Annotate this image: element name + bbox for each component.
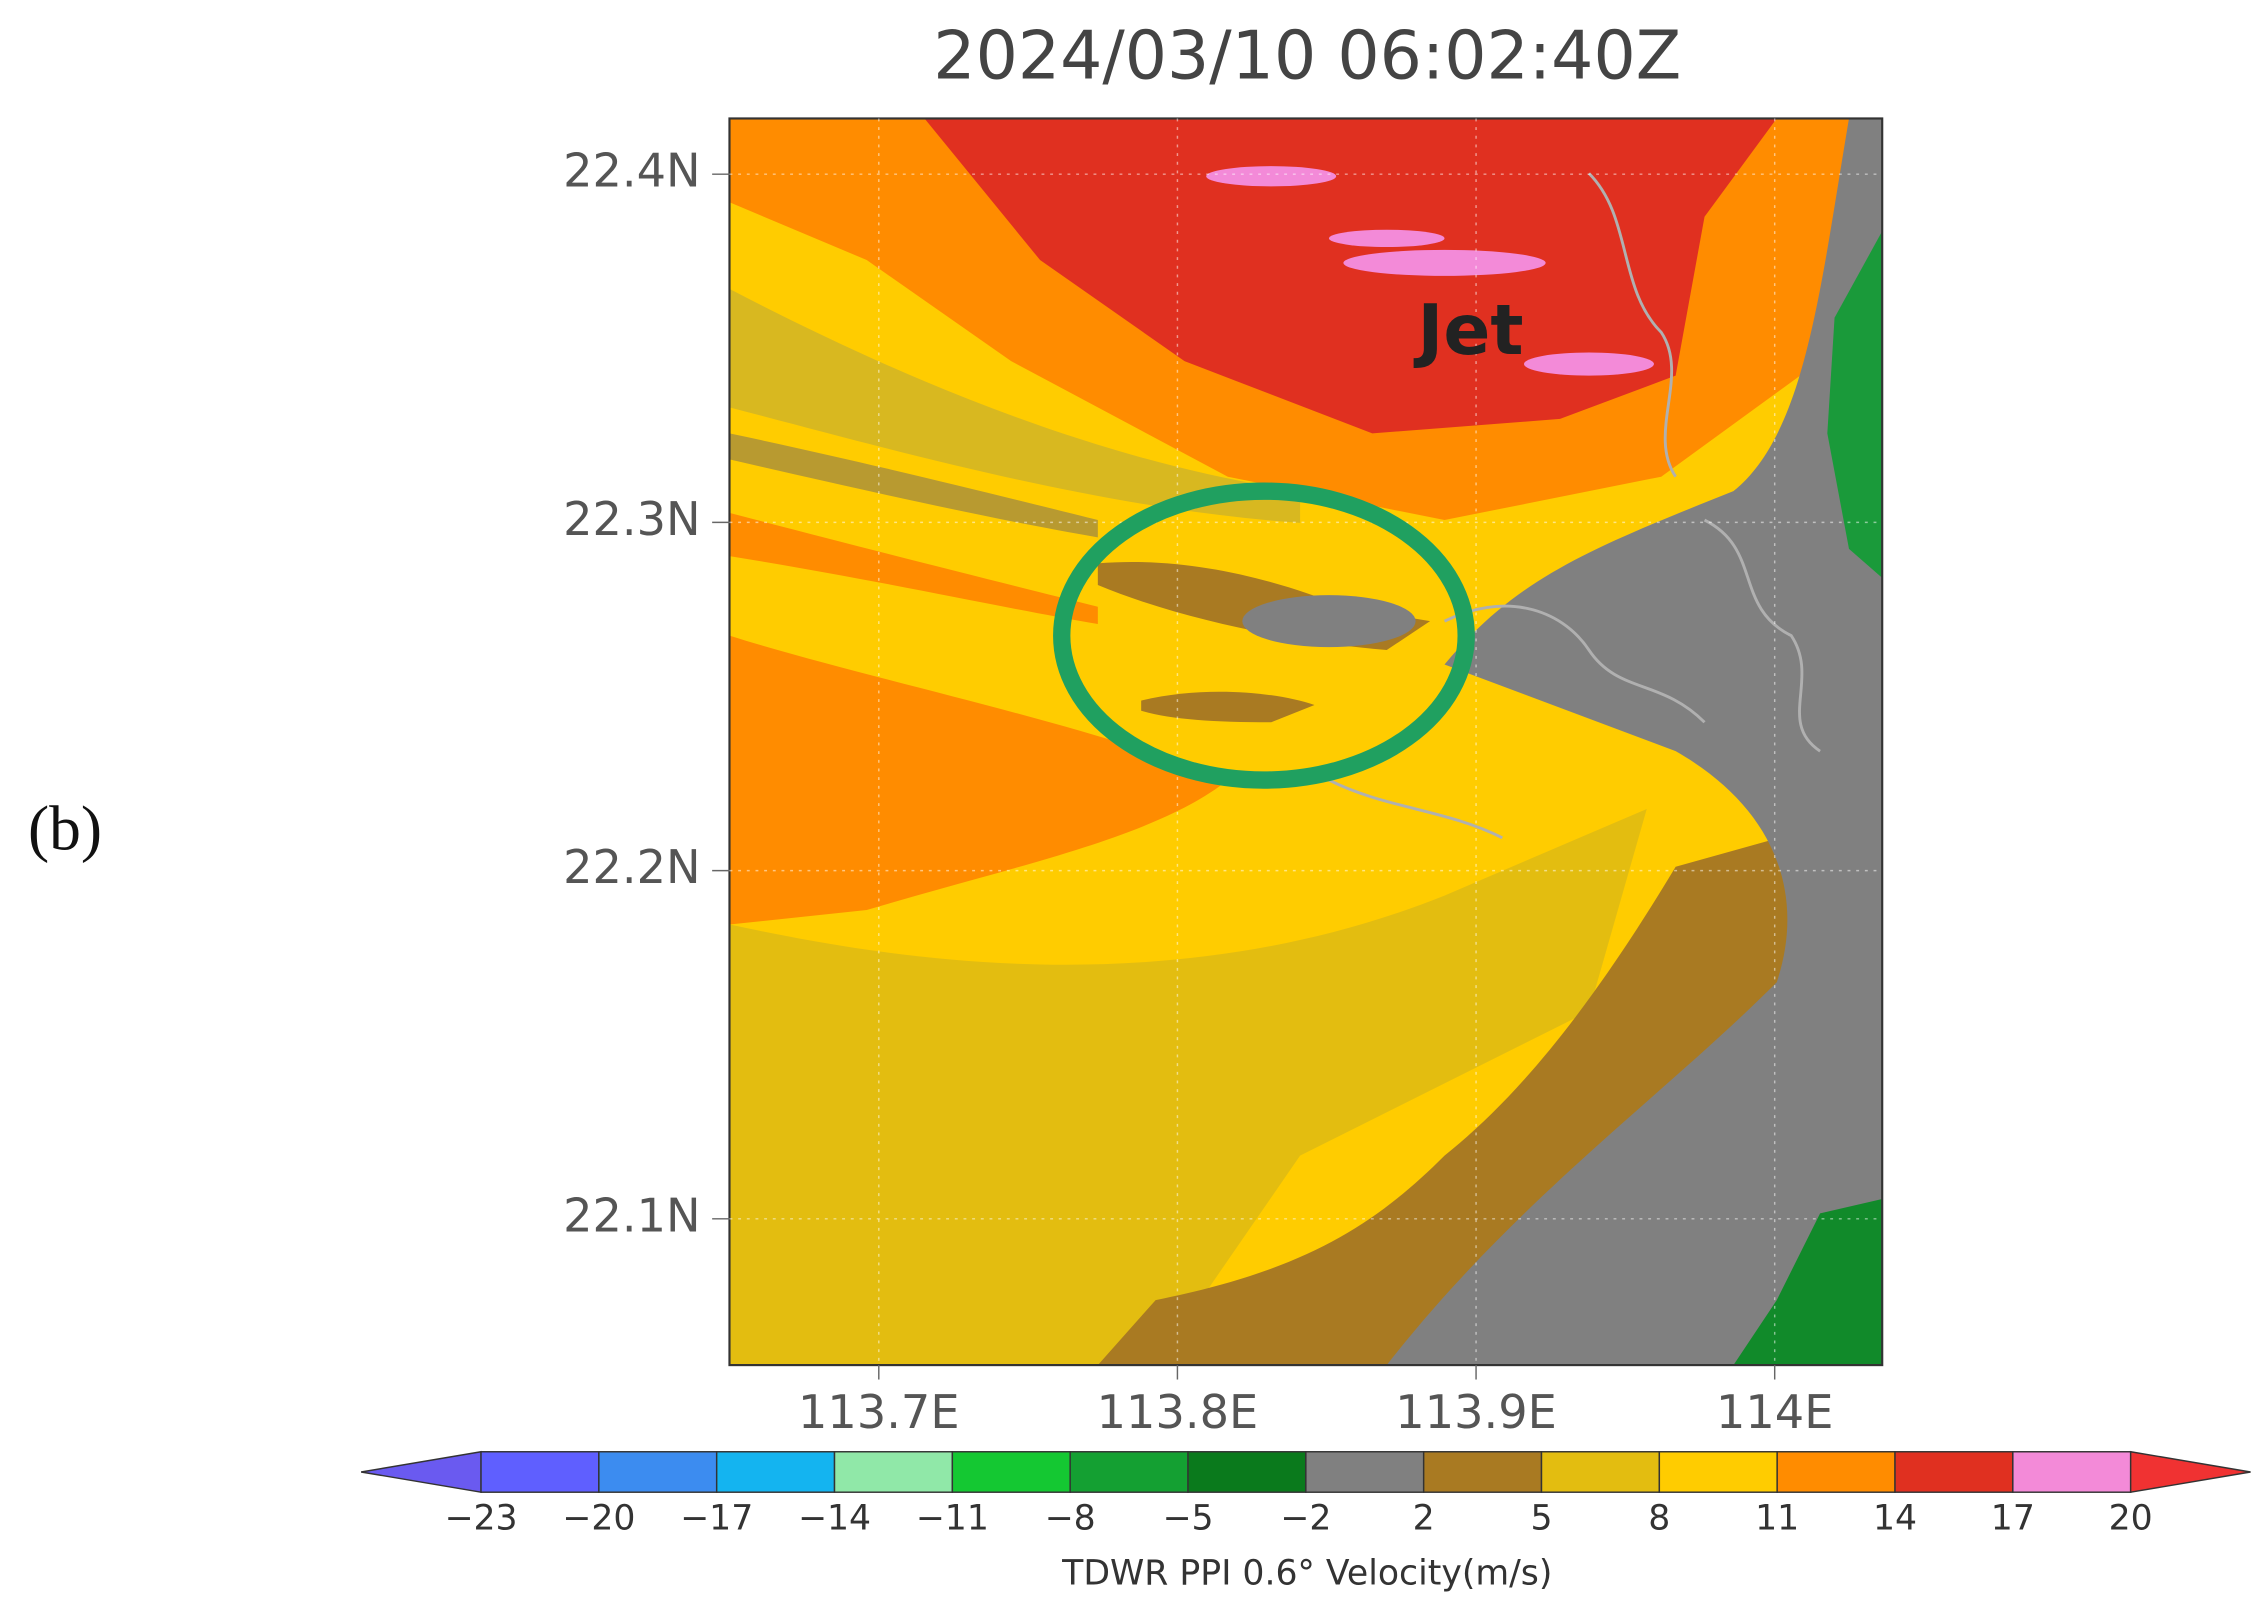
y-tick-label: 22.2N	[563, 840, 700, 894]
colorbar-box	[480, 1451, 600, 1493]
colorbar-box	[1422, 1451, 1543, 1493]
colorbar-tick-label: −11	[916, 1499, 989, 1539]
x-tick-label: 113.8E	[1097, 1385, 1259, 1439]
colorbar-tick-label: 14	[1873, 1499, 1917, 1539]
title: 2024/03/10 06:02:40Z	[933, 17, 1681, 95]
colorbar-tick-label: −17	[680, 1499, 753, 1539]
colorbar-box	[1069, 1451, 1189, 1493]
highlight-ellipse	[1053, 482, 1475, 789]
colorbar-box	[715, 1451, 836, 1493]
colorbar-tick-label: 20	[2109, 1499, 2153, 1539]
colorbar-box	[1894, 1451, 2014, 1493]
panel-label: (b)	[28, 793, 102, 864]
colorbar-tick-label: −2	[1280, 1499, 1331, 1539]
colorbar-tick-label: 5	[1530, 1499, 1552, 1539]
colorbar-box	[833, 1451, 954, 1493]
colorbar-tick-label: −5	[1162, 1499, 1213, 1539]
x-tick-label: 114E	[1716, 1385, 1833, 1439]
colorbar-box	[1658, 1451, 1778, 1493]
colorbar-box	[1776, 1451, 1896, 1493]
colorbar-tip	[2129, 1450, 2251, 1494]
y-tick-label: 22.4N	[563, 144, 700, 198]
colorbar-tick-label: −20	[562, 1499, 635, 1539]
y-tick-label: 22.1N	[563, 1188, 700, 1242]
colorbar-tick-label: 17	[1991, 1499, 2035, 1539]
colorbar-box	[1187, 1451, 1307, 1493]
colorbar-box	[1540, 1451, 1661, 1493]
colorbar-box	[1305, 1451, 1425, 1493]
colorbar-label: TDWR PPI 0.6° Velocity(m/s)	[1061, 1554, 1552, 1594]
colorbar-box	[951, 1451, 1071, 1493]
colorbar-tip	[361, 1450, 482, 1494]
radar-field	[729, 118, 1883, 1366]
map-frame	[728, 117, 1884, 1367]
colorbar-tick-label: −23	[444, 1499, 517, 1539]
y-tick-label: 22.3N	[563, 492, 700, 546]
x-tick-label: 113.7E	[798, 1385, 960, 1439]
colorbar-box	[598, 1451, 718, 1493]
colorbar-tick-label: −8	[1045, 1499, 1096, 1539]
colorbar-tick-label: 8	[1648, 1499, 1670, 1539]
x-tick-label: 113.9E	[1395, 1385, 1557, 1439]
colorbar-tick-label: −14	[798, 1499, 871, 1539]
annotation: Jet	[1414, 291, 1524, 371]
colorbar-tick-label: 2	[1413, 1499, 1435, 1539]
colorbar-box	[2012, 1451, 2132, 1493]
colorbar-tick-label: 11	[1755, 1499, 1799, 1539]
